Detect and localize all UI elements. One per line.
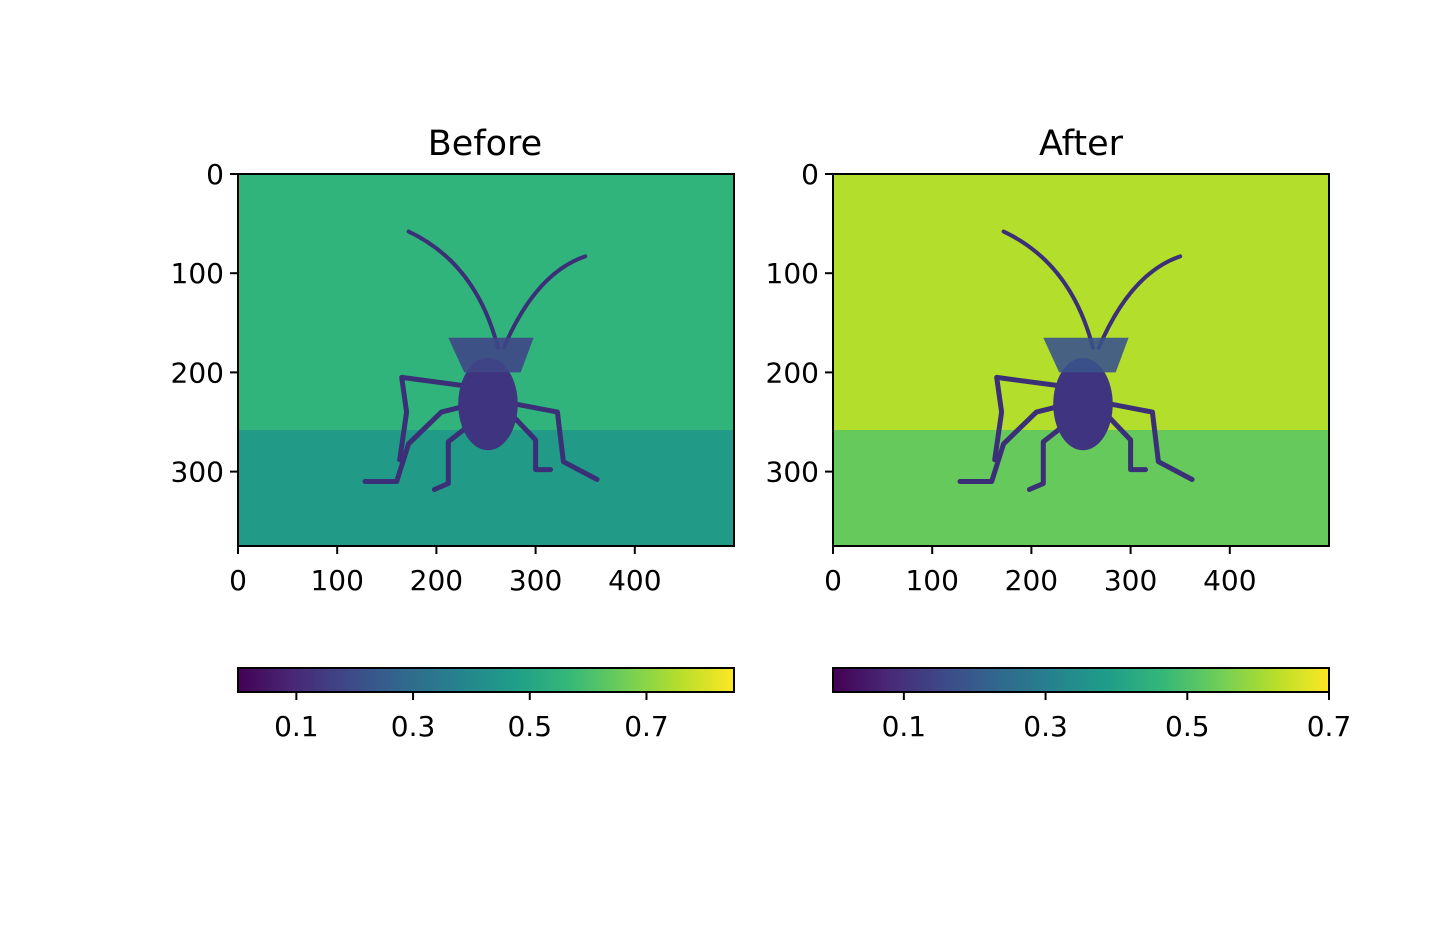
y-tick-label: 300 (171, 456, 224, 489)
insect-body (458, 358, 518, 451)
insect-leg-back-left (397, 374, 479, 463)
x-tick-label: 300 (509, 564, 562, 597)
insect-head (448, 337, 534, 373)
x-axis-after: 0 100 200 300 400 (824, 546, 1257, 597)
colorbar-after: 0.1 0.3 0.5 0.7 (832, 667, 1352, 743)
insect-leg-mid-right (511, 414, 553, 473)
insect-subject-after (957, 229, 1195, 492)
insect-antenna-left (406, 229, 500, 350)
colorbar-tick-label: 0.3 (1023, 710, 1068, 743)
insect-body (1053, 358, 1113, 451)
chart-title-after: After (1039, 124, 1124, 164)
insect-antenna-left (1001, 229, 1095, 350)
insect-subject-before (362, 229, 600, 492)
colorbar-gradient-before (238, 668, 734, 692)
y-tick-label: 200 (171, 356, 224, 389)
insect-head (1043, 337, 1129, 373)
colorbar-tick-label: 0.3 (391, 710, 436, 743)
colorbar-ticks-after: 0.1 0.3 0.5 0.7 (882, 692, 1352, 743)
x-tick-label: 0 (229, 564, 247, 597)
image-before (238, 174, 734, 546)
x-tick-label: 300 (1104, 564, 1157, 597)
colorbar-ticks-before: 0.1 0.3 0.5 0.7 (274, 692, 669, 743)
insect-leg-front-right (1098, 399, 1195, 482)
insect-leg-front-right (503, 399, 600, 482)
y-tick-label: 100 (766, 257, 819, 290)
insect-leg-mid-right (1106, 414, 1148, 473)
x-tick-label: 100 (905, 564, 958, 597)
insect-leg-back-left (992, 374, 1074, 463)
colorbar-tick-label: 0.7 (1307, 710, 1352, 743)
y-tick-label: 200 (766, 356, 819, 389)
colorbar-before: 0.1 0.3 0.5 0.7 (237, 667, 735, 743)
y-axis-after: 0 100 200 300 (766, 158, 833, 489)
colorbar-frame-after (832, 667, 1330, 693)
x-tick-label: 0 (824, 564, 842, 597)
colorbar-tick-label: 0.1 (882, 710, 927, 743)
x-tick-label: 200 (1005, 564, 1058, 597)
colorbar-frame-before (237, 667, 735, 693)
x-axis-before: 0 100 200 300 400 (229, 546, 662, 597)
y-tick-label: 0 (801, 158, 819, 191)
colorbar-gradient-after (833, 668, 1329, 692)
x-tick-label: 100 (310, 564, 363, 597)
colorbar-tick-label: 0.5 (507, 710, 552, 743)
insect-antenna-right (1096, 254, 1183, 350)
y-tick-label: 100 (171, 257, 224, 290)
axes-frame-before (237, 173, 735, 547)
x-tick-label: 400 (1203, 564, 1256, 597)
panel-after: After 0 100 200 300 400 0 100 200 300 0.1 0.3 0.5… (766, 124, 1352, 743)
y-tick-label: 0 (206, 158, 224, 191)
x-tick-label: 400 (608, 564, 661, 597)
colorbar-tick-label: 0.7 (624, 710, 669, 743)
insect-leg-front-left (957, 399, 1079, 484)
y-tick-label: 300 (766, 456, 819, 489)
colorbar-tick-label: 0.5 (1165, 710, 1210, 743)
insect-leg-front-left (362, 399, 484, 484)
chart-title-before: Before (428, 124, 542, 164)
x-tick-label: 200 (410, 564, 463, 597)
axes-frame-after (832, 173, 1330, 547)
y-axis-before: 0 100 200 300 (171, 158, 238, 489)
colorbar-tick-label: 0.1 (274, 710, 319, 743)
image-after (833, 174, 1329, 546)
insect-antenna-right (501, 254, 588, 350)
